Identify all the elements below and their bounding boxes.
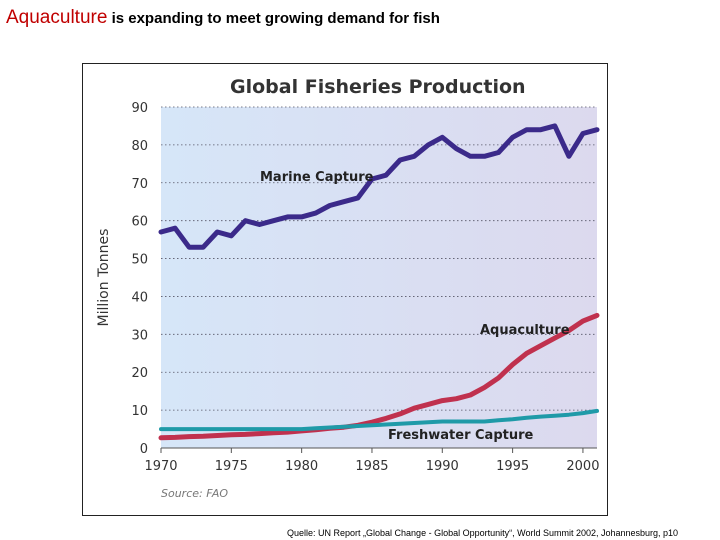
slide-title: Aquaculture is expanding to meet growing… (6, 7, 440, 29)
plot-area (161, 107, 597, 448)
grid-lines (161, 106, 597, 449)
x-tick-1980: 1980 (285, 459, 318, 474)
y-tick-90: 90 (131, 101, 148, 116)
freshwater-capture-line (159, 408, 599, 432)
x-tick-1990: 1990 (426, 459, 459, 474)
y-tick-80: 80 (131, 139, 148, 154)
x-tick-labels: 1970 1975 1980 1985 1990 1995 2000 (144, 448, 599, 474)
y-tick-40: 40 (131, 290, 148, 305)
series-lines (158, 123, 600, 441)
y-tick-50: 50 (131, 253, 148, 268)
chart-title: Global Fisheries Production (230, 76, 526, 98)
y-tick-10: 10 (131, 404, 148, 419)
source-caption: Quelle: UN Report „Global Change - Globa… (287, 528, 679, 538)
x-tick-1970: 1970 (144, 459, 177, 474)
marine-capture-line (158, 123, 600, 250)
freshwater-capture-label: Freshwater Capture (388, 428, 534, 443)
x-tick-1985: 1985 (355, 459, 388, 474)
slide-title-rest: is expanding to meet growing demand for … (107, 10, 440, 27)
figure-frame: Global Fisheries Production 0 10 20 30 40 50 6… (82, 63, 608, 516)
y-tick-60: 60 (131, 215, 148, 230)
x-tick-1975: 1975 (215, 459, 248, 474)
marine-capture-label: Marine Capture (260, 170, 374, 185)
aquaculture-label: Aquaculture (480, 323, 570, 338)
y-tick-labels: 0 10 20 30 40 50 60 70 80 90 (131, 101, 148, 457)
y-tick-70: 70 (131, 177, 148, 192)
x-tick-2000: 2000 (566, 459, 599, 474)
y-tick-30: 30 (131, 328, 148, 343)
aquaculture-line (158, 312, 600, 441)
y-tick-0: 0 (140, 442, 148, 457)
x-tick-1995: 1995 (496, 459, 529, 474)
y-axis-label: Million Tonnes (96, 229, 112, 327)
y-tick-20: 20 (131, 366, 148, 381)
source-note: Source: FAO (161, 487, 228, 500)
fisheries-chart: Global Fisheries Production 0 10 20 30 40 50 6… (83, 64, 607, 515)
slide-title-accent: Aquaculture (6, 7, 108, 28)
